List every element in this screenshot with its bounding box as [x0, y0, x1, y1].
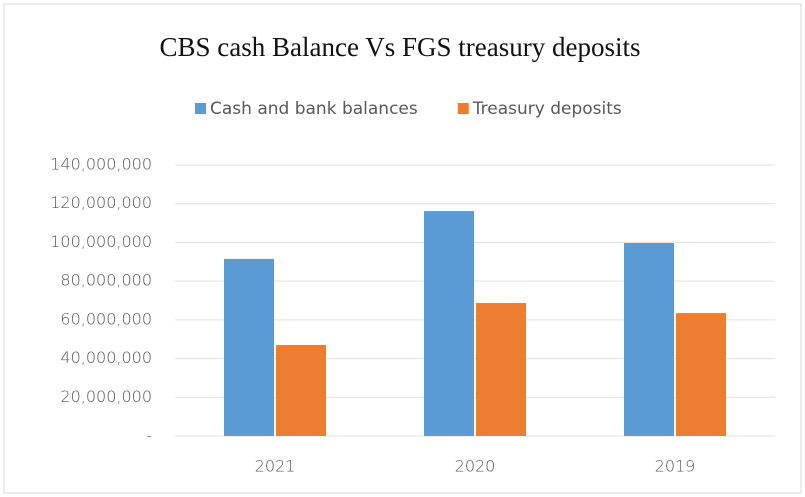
y-tick-label: - — [146, 426, 152, 445]
y-tick-label: 20,000,000 — [60, 387, 152, 406]
bar — [624, 243, 674, 436]
x-tick-label: 2019 — [655, 457, 696, 476]
legend-swatch — [457, 103, 469, 114]
x-tick-label: 2020 — [455, 457, 496, 476]
legend-label: Treasury deposits — [472, 99, 622, 119]
bar — [276, 345, 326, 436]
chart-title: CBS cash Balance Vs FGS treasury deposit… — [160, 32, 641, 62]
y-tick-label: 140,000,000 — [50, 155, 152, 174]
y-tick-label: 120,000,000 — [50, 193, 152, 212]
bar — [224, 258, 274, 436]
y-tick-label: 40,000,000 — [60, 348, 152, 367]
bar — [476, 303, 526, 436]
y-tick-label: 80,000,000 — [60, 271, 152, 290]
bar — [424, 211, 474, 436]
legend-swatch — [195, 103, 206, 114]
y-tick-label: 100,000,000 — [50, 232, 152, 251]
legend-label: Cash and bank balances — [210, 99, 418, 119]
x-tick-label: 2021 — [255, 457, 296, 476]
bar — [676, 313, 726, 436]
y-tick-label: 60,000,000 — [60, 309, 152, 328]
